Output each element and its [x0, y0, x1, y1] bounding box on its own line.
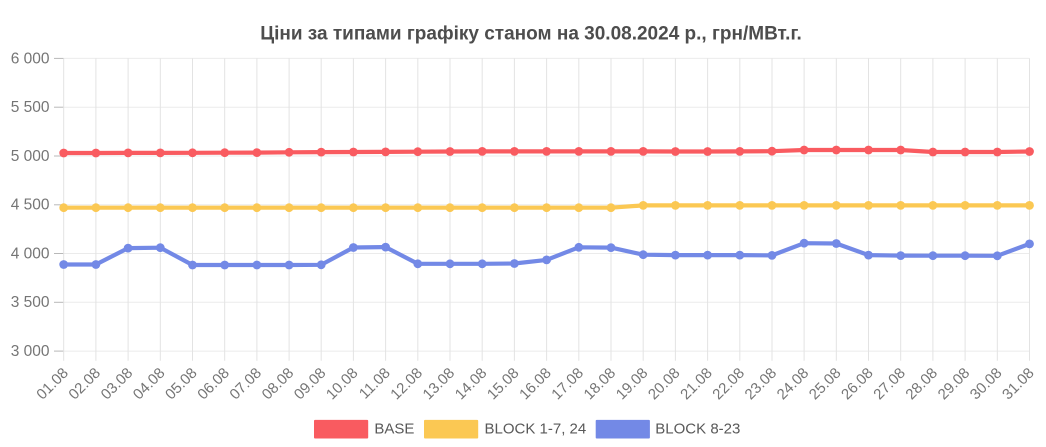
svg-text:6 000: 6 000	[11, 50, 50, 67]
svg-text:BLOCK 1-7, 24: BLOCK 1-7, 24	[485, 421, 587, 438]
svg-text:5 500: 5 500	[11, 99, 50, 116]
svg-text:4 500: 4 500	[11, 197, 50, 214]
svg-text:4 000: 4 000	[11, 245, 50, 262]
svg-text:BLOCK 8-23: BLOCK 8-23	[655, 421, 740, 438]
svg-text:Ціни за типами графіку станом: Ціни за типами графіку станом на 30.08.2…	[260, 24, 802, 45]
svg-text:5 000: 5 000	[11, 148, 50, 165]
svg-text:3 500: 3 500	[11, 294, 50, 311]
svg-text:BASE: BASE	[374, 421, 414, 438]
svg-text:3 000: 3 000	[11, 343, 50, 360]
